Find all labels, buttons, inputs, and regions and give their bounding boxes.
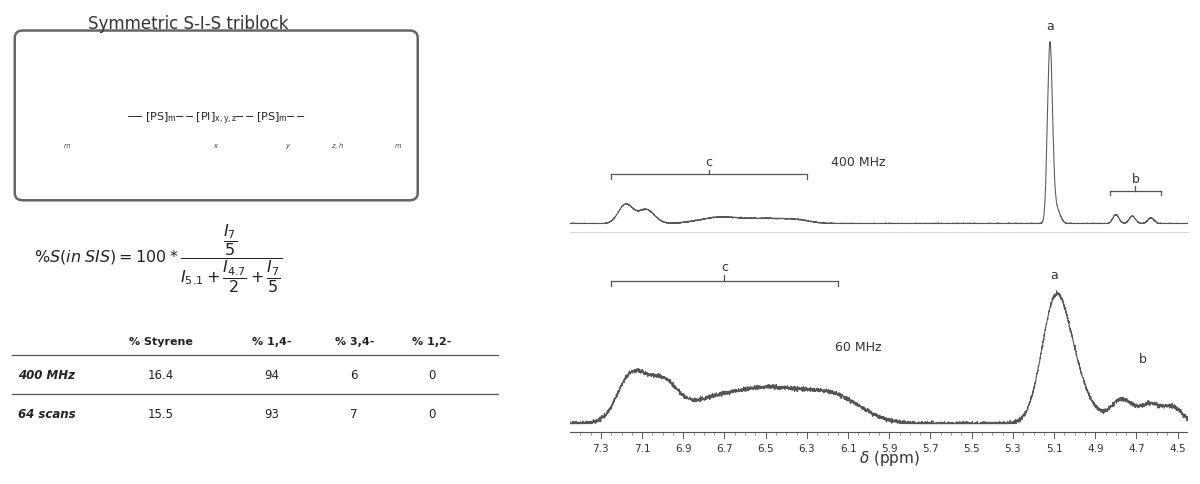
Text: 4.9: 4.9: [1087, 443, 1104, 454]
Text: b: b: [1139, 352, 1147, 365]
Text: % 3,4-: % 3,4-: [335, 336, 374, 346]
Text: 0: 0: [428, 369, 436, 381]
Text: 60 MHz: 60 MHz: [835, 341, 882, 354]
Text: 5.7: 5.7: [922, 443, 938, 454]
Text: a: a: [1046, 20, 1054, 33]
Text: Symmetric S-I-S triblock: Symmetric S-I-S triblock: [89, 15, 289, 32]
Text: 7: 7: [350, 408, 358, 420]
Text: b: b: [1132, 172, 1140, 185]
Text: % 1,4-: % 1,4-: [252, 336, 292, 346]
Text: 5.9: 5.9: [881, 443, 898, 454]
Text: 6.7: 6.7: [716, 443, 733, 454]
Text: 4.5: 4.5: [1169, 443, 1186, 454]
Text: $\mathsf{-\!\!-[PS]_m\!\!-\!\!-[PI]_{x,y,z}\!\!-\!\!-[PS]_m\!\!-\!\!-}$: $\mathsf{-\!\!-[PS]_m\!\!-\!\!-[PI]_{x,y…: [126, 110, 306, 127]
Text: 6.1: 6.1: [840, 443, 857, 454]
Text: % 1,2-: % 1,2-: [412, 336, 451, 346]
Text: $_m$: $_m$: [64, 140, 71, 151]
Text: $_x$: $_x$: [214, 140, 220, 151]
Text: $_m$: $_m$: [395, 140, 402, 151]
Text: 7.3: 7.3: [593, 443, 610, 454]
Text: 6.5: 6.5: [757, 443, 774, 454]
Text: 94: 94: [264, 369, 278, 381]
Text: 400 MHz: 400 MHz: [18, 369, 74, 381]
Text: 5.1: 5.1: [1045, 443, 1062, 454]
Text: 400 MHz: 400 MHz: [832, 155, 886, 168]
Text: $\%S(in\;SIS) = 100 * \dfrac{\dfrac{I_7}{5}}{I_{5.1} + \dfrac{I_{4.7}}{2} + \dfr: $\%S(in\;SIS) = 100 * \dfrac{\dfrac{I_7}…: [34, 223, 283, 295]
Text: 16.4: 16.4: [148, 369, 174, 381]
Text: 15.5: 15.5: [148, 408, 174, 420]
Text: $\delta$ (ppm): $\delta$ (ppm): [859, 448, 919, 468]
Text: 5.3: 5.3: [1004, 443, 1021, 454]
Text: 93: 93: [264, 408, 278, 420]
Text: 64 scans: 64 scans: [18, 408, 76, 420]
Text: % Styrene: % Styrene: [130, 336, 193, 346]
Text: 0: 0: [428, 408, 436, 420]
Text: 6: 6: [350, 369, 358, 381]
Text: 7.1: 7.1: [634, 443, 650, 454]
Text: 4.7: 4.7: [1128, 443, 1145, 454]
Text: $_{z,h}$: $_{z,h}$: [331, 140, 344, 151]
Text: c: c: [721, 260, 728, 273]
Text: 5.5: 5.5: [964, 443, 980, 454]
Text: c: c: [706, 156, 713, 169]
FancyBboxPatch shape: [14, 31, 418, 201]
Text: 6.9: 6.9: [674, 443, 691, 454]
Text: 6.3: 6.3: [798, 443, 815, 454]
Text: a: a: [1050, 268, 1058, 281]
Text: $_y$: $_y$: [284, 140, 292, 151]
